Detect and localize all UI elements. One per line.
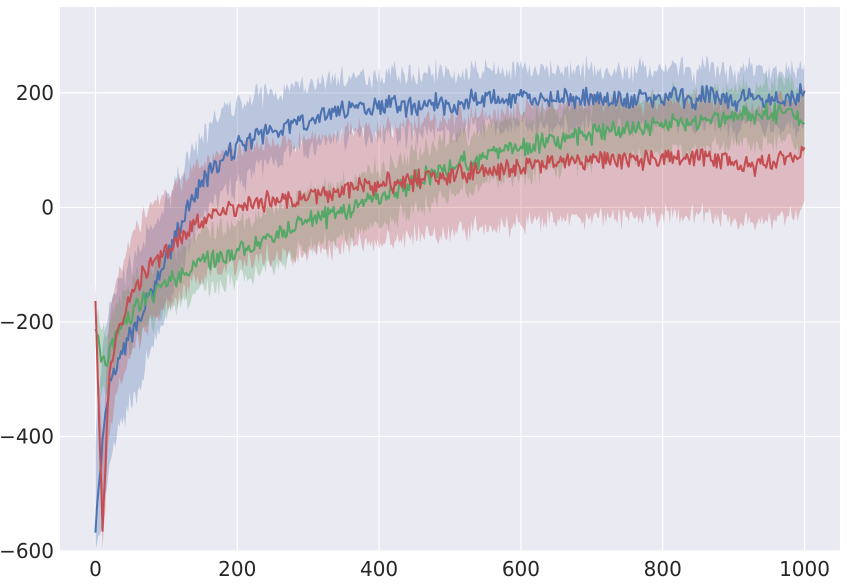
series-1-band — [95, 70, 805, 398]
x-tick-label: 0 — [89, 557, 102, 581]
y-tick-label: −200 — [0, 310, 54, 334]
x-tick-label: 600 — [502, 557, 540, 581]
x-tick-label: 400 — [360, 557, 398, 581]
y-tick-label: −400 — [0, 424, 54, 448]
x-tick-label: 1000 — [779, 557, 830, 581]
x-axis-ticks: 0 200 400 600 800 1000 — [89, 557, 830, 581]
y-tick-label: 200 — [16, 81, 54, 105]
series-lines — [94, 82, 806, 533]
x-tick-label: 800 — [644, 557, 682, 581]
y-tick-label: −600 — [0, 539, 54, 563]
x-tick-label: 200 — [218, 557, 256, 581]
series-0-line — [94, 82, 806, 533]
y-tick-label: 0 — [41, 195, 54, 219]
series-2-line — [94, 145, 806, 532]
y-axis-ticks: −600 −400 −200 0 200 — [0, 81, 54, 563]
series-1-line — [94, 102, 806, 367]
